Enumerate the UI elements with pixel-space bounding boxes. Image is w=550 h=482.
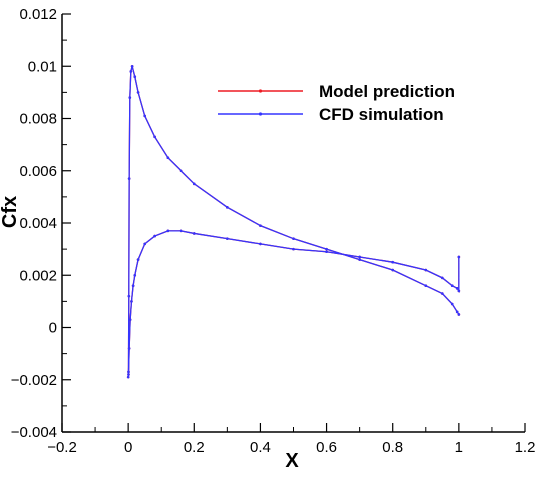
data-point [179,229,183,233]
data-point [325,247,328,251]
x-tick-label: 0.2 [184,439,205,456]
data-point [441,292,444,295]
legend-marker [258,112,263,116]
x-tick-label: 1.2 [515,439,536,456]
series-line [127,230,460,375]
x-tick-label: 0.4 [250,439,271,456]
data-point [153,135,156,139]
series-3 [126,64,461,379]
y-tick-label: 0.012 [19,6,57,23]
data-point [127,294,131,298]
y-tick-label: −0.002 [11,372,57,389]
data-point [133,273,137,277]
data-point [136,91,140,94]
x-tick-label: 1 [455,439,463,456]
data-point [457,289,461,293]
data-point [226,237,229,240]
y-tick-label: 0.006 [19,163,57,180]
data-point [129,70,133,73]
data-point [441,276,444,280]
data-point [136,258,140,261]
data-point [179,169,183,173]
series-2 [127,229,461,376]
x-tick-label: 0 [124,439,132,456]
data-point [424,284,428,288]
x-tick-label: 0.6 [316,439,337,456]
x-tick-label: 0.8 [382,439,403,456]
series-line [127,230,460,375]
data-point [455,310,459,314]
data-point [292,247,295,251]
data-point [128,96,132,99]
data-point [226,206,229,209]
y-tick-label: −0.004 [11,424,57,441]
data-point [358,255,361,259]
data-point [457,313,461,316]
data-point [133,75,137,78]
data-point [126,375,130,379]
data-point [325,250,328,254]
x-tick-label: −0.2 [47,439,77,456]
data-point [166,156,170,159]
legend-label: Model prediction [319,82,455,101]
data-point [127,177,131,180]
data-point [457,255,461,259]
data-point [131,284,135,288]
ticks-group: −0.2 0 0.2 0.4 0.6 0.8 1 1.2 −0.004 −0.002 0 0.002 0… [11,6,536,456]
y-tick-label: 0.004 [19,215,57,232]
data-point [292,237,295,240]
data-point [143,242,146,246]
legend-label: CFD simulation [319,105,444,124]
series-group [126,64,461,379]
data-point [192,232,196,235]
legend-item: CFD simulation [218,105,444,124]
data-point [259,224,262,227]
y-tick-label: 0.008 [19,111,57,128]
data-point [143,114,146,118]
data-point [424,268,428,272]
data-point [166,229,170,233]
legend-marker [258,89,263,93]
y-axis-title: Cfx [0,196,21,228]
y-tick-label: 0 [49,320,57,337]
x-axis-title: X [285,450,299,472]
data-point [130,64,134,68]
data-point [127,373,130,376]
y-tick-label: 0.01 [28,58,57,75]
data-point [192,182,196,186]
axes-group [61,14,525,433]
data-point [391,260,395,264]
legend: Model prediction CFD simulation [218,82,455,124]
y-tick-label: 0.002 [19,267,57,284]
data-point [455,287,459,290]
data-point [130,300,133,303]
data-point [391,268,395,272]
data-point [153,234,156,238]
data-point [259,242,262,246]
series-4 [127,229,461,376]
data-point [358,258,361,261]
data-point [450,302,454,306]
data-point [127,347,131,350]
legend-item: Model prediction [218,82,455,101]
data-point [450,284,454,288]
data-point [128,318,132,321]
